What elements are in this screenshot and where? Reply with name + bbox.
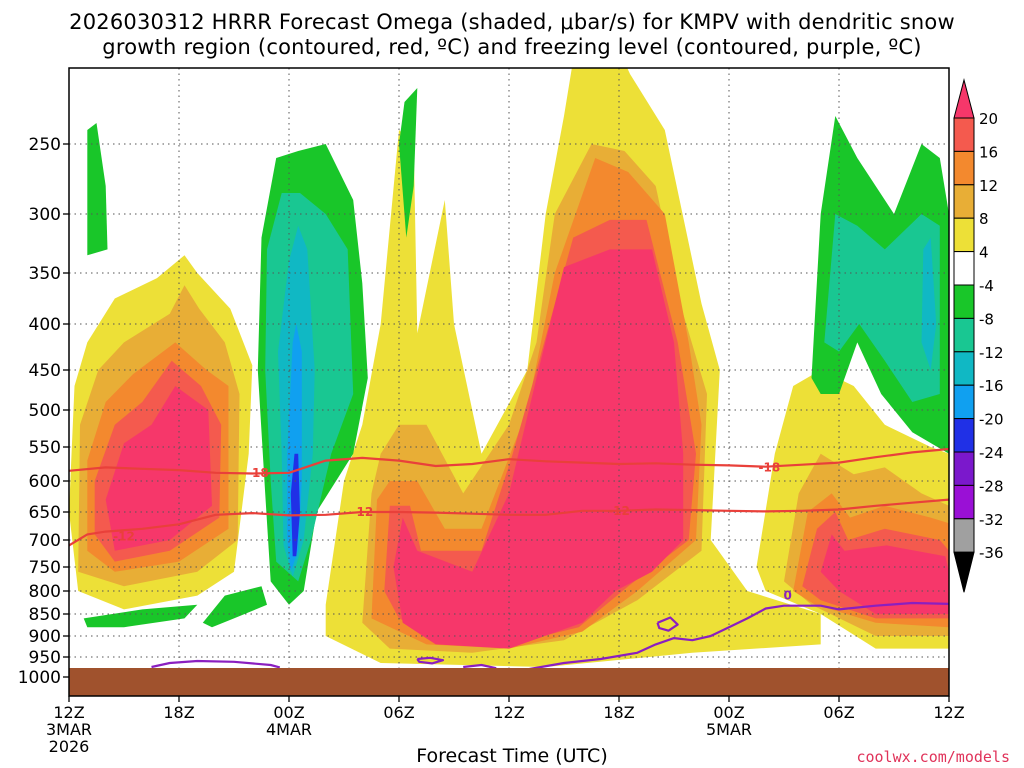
contour-zero	[151, 659, 281, 669]
contour-zero-d	[463, 663, 497, 670]
contours: -18 -18 -12 -12 -12 0	[69, 447, 949, 673]
colorbar-swatch-7	[953, 317, 975, 353]
ytick-label-850: 850	[29, 605, 61, 625]
xtick-label-48-0: 12Z	[933, 703, 964, 722]
ytick-label-1000: 1000	[18, 668, 61, 688]
colorbar-label--20: -20	[979, 411, 1004, 429]
colorbar-label--28: -28	[979, 477, 1004, 495]
colorbar-label--12: -12	[979, 344, 1004, 362]
colorbar-label-20: 20	[979, 110, 998, 128]
colorbar-swatch-3	[953, 184, 975, 219]
chart-title-line1: 2026030312 HRRR Forecast Omega (shaded, …	[69, 10, 955, 34]
ytick-label-900: 900	[29, 627, 61, 647]
colorbar-label--24: -24	[979, 444, 1004, 462]
ytick-label-350: 350	[29, 264, 61, 284]
ytick-label-800: 800	[29, 582, 61, 602]
ytick-label-700: 700	[29, 531, 61, 551]
xtick-label-36-1: 5MAR	[706, 720, 752, 739]
ytick-label-650: 650	[29, 503, 61, 523]
colorbar-swatch-2	[953, 150, 975, 186]
xtick-label-0-2: 2026	[49, 737, 90, 756]
omega-shading	[69, 68, 949, 667]
y-axis: 2503003504004505005506006507007508008509…	[18, 135, 69, 688]
colorbar-swatch-4	[953, 217, 975, 253]
ytick-label-950: 950	[29, 648, 61, 668]
contour-label-1: -18	[758, 460, 780, 474]
contour-minus18	[69, 447, 949, 475]
xtick-label-6-0: 18Z	[163, 703, 194, 722]
ytick-label-500: 500	[29, 401, 61, 421]
contour-label-2: -12	[351, 505, 373, 519]
ground-surface	[69, 668, 949, 696]
ytick-label-600: 600	[29, 472, 61, 492]
colorbar-swatch-10	[953, 418, 975, 453]
shade-sink-low-left	[83, 604, 198, 628]
ytick-label-450: 450	[29, 361, 61, 381]
contour-label-5: 0	[783, 589, 791, 603]
colorbar-label--32: -32	[979, 511, 1004, 529]
contour-label-3: -12	[608, 504, 630, 518]
colorbar-swatch-11	[953, 451, 975, 486]
colorbar-label-16: 16	[979, 143, 998, 161]
colorbar-label--36: -36	[979, 544, 1004, 562]
ytick-label-400: 400	[29, 315, 61, 335]
colorbar-swatch-9	[953, 384, 975, 420]
xtick-label-42-0: 06Z	[823, 703, 854, 722]
colorbar-label-4: 4	[979, 244, 989, 262]
colorbar-swatch-13	[953, 518, 975, 553]
xtick-label-0-0: 12Z	[53, 703, 84, 722]
contour-zero-b	[518, 601, 949, 673]
xtick-label-12-0: 00Z	[273, 703, 304, 722]
contour-label-0: -18	[247, 466, 269, 480]
xtick-label-12-1: 4MAR	[266, 720, 312, 739]
ytick-label-750: 750	[29, 558, 61, 578]
shade-sink-low-mid	[202, 586, 267, 628]
ytick-label-300: 300	[29, 205, 61, 225]
colorbar-label--8: -8	[979, 310, 994, 328]
shade-sink-20-a	[290, 453, 300, 557]
colorbar-swatch-1	[953, 117, 975, 152]
shade-sink-upper-left	[87, 123, 108, 256]
colorbar-label--4: -4	[979, 277, 994, 295]
colorbar-swatch-12	[953, 484, 975, 520]
contour-minus12	[69, 498, 949, 547]
chart-title-line2: growth region (contoured, red, ºC) and f…	[102, 35, 922, 59]
colorbar-label-8: 8	[979, 210, 989, 228]
colorbar-swatch-8	[953, 351, 975, 386]
colorbar-top-arrow	[953, 78, 975, 119]
ytick-label-250: 250	[29, 135, 61, 155]
x-axis-label: Forecast Time (UTC)	[416, 745, 608, 767]
shade-sink-top	[399, 88, 418, 238]
colorbar: 20 16 12 8 4 -4 -8 -12 -16 -20 -24 -28 -32 -36	[953, 78, 1004, 593]
colorbar-label--16: -16	[979, 377, 1004, 395]
shade-right-20	[820, 534, 949, 614]
xtick-label-0-1: 3MAR	[46, 720, 92, 739]
contour-zero-c	[416, 656, 445, 665]
credit-text: coolwx.com/models	[856, 748, 1010, 766]
colorbar-swatch-6	[953, 284, 975, 319]
xtick-label-36-0: 00Z	[713, 703, 744, 722]
xtick-label-24-0: 12Z	[493, 703, 524, 722]
ytick-label-550: 550	[29, 438, 61, 458]
colorbar-bottom-arrow	[953, 551, 975, 593]
contour-label-4: -12	[113, 530, 135, 544]
shade-mid-20	[393, 249, 684, 649]
xtick-label-30-0: 18Z	[603, 703, 634, 722]
contour-zero-e	[656, 616, 679, 632]
xtick-label-18-0: 06Z	[383, 703, 414, 722]
grid-lines	[69, 68, 949, 696]
shade-sink-right-16	[921, 237, 937, 370]
colorbar-swatch-5	[953, 251, 975, 286]
colorbar-label-12: 12	[979, 177, 998, 195]
shade-sink-right-12	[824, 214, 940, 402]
